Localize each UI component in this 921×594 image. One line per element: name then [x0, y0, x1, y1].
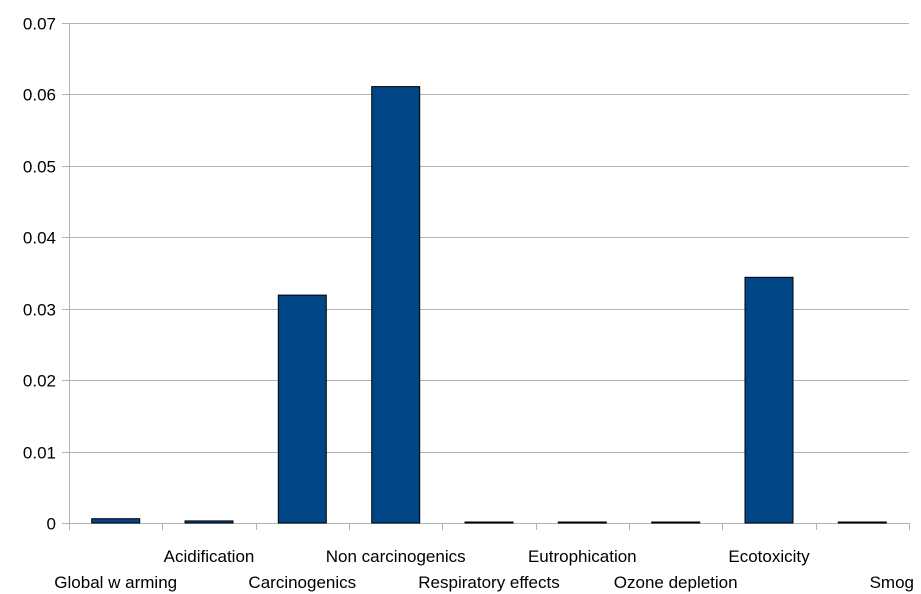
axes	[62, 23, 910, 530]
y-tick-label: 0.06	[23, 86, 56, 105]
bar-ozone-depletion	[651, 521, 701, 524]
bar-carcinogenics	[277, 294, 327, 524]
y-tick-labels: 0 0.01 0.02 0.03 0.04 0.05 0.06 0.07	[23, 15, 56, 534]
gridlines	[69, 23, 909, 524]
x-category-label: Ecotoxicity	[728, 547, 810, 566]
y-tick-label: 0	[47, 515, 56, 534]
y-tick-label: 0.01	[23, 444, 56, 463]
bar-smog	[837, 521, 887, 524]
y-tick-label: 0.07	[23, 15, 56, 34]
x-category-label: Non carcinogenics	[326, 547, 466, 566]
bar-respiratory-effects	[464, 521, 514, 524]
bars	[91, 86, 887, 524]
y-tick-label: 0.04	[23, 229, 56, 248]
x-category-label: Acidification	[164, 547, 255, 566]
bar-non-carcinogenics	[371, 86, 421, 524]
bar-ecotoxicity	[744, 276, 794, 524]
bar-acidification	[184, 520, 234, 524]
y-tick-label: 0.02	[23, 372, 56, 391]
y-tick-label: 0.03	[23, 301, 56, 320]
bar-eutrophication	[557, 521, 607, 524]
x-category-label: Eutrophication	[528, 547, 637, 566]
bar-global-w-arming	[91, 518, 141, 524]
x-category-label: Global w arming	[54, 573, 177, 592]
x-category-label: Carcinogenics	[248, 573, 356, 592]
x-category-labels: Global w arming Acidification Carcinogenic…	[54, 547, 914, 592]
y-tick-label: 0.05	[23, 158, 56, 177]
x-category-label: Ozone depletion	[614, 573, 738, 592]
x-category-label: Smog	[870, 573, 914, 592]
x-category-label: Respiratory effects	[418, 573, 559, 592]
